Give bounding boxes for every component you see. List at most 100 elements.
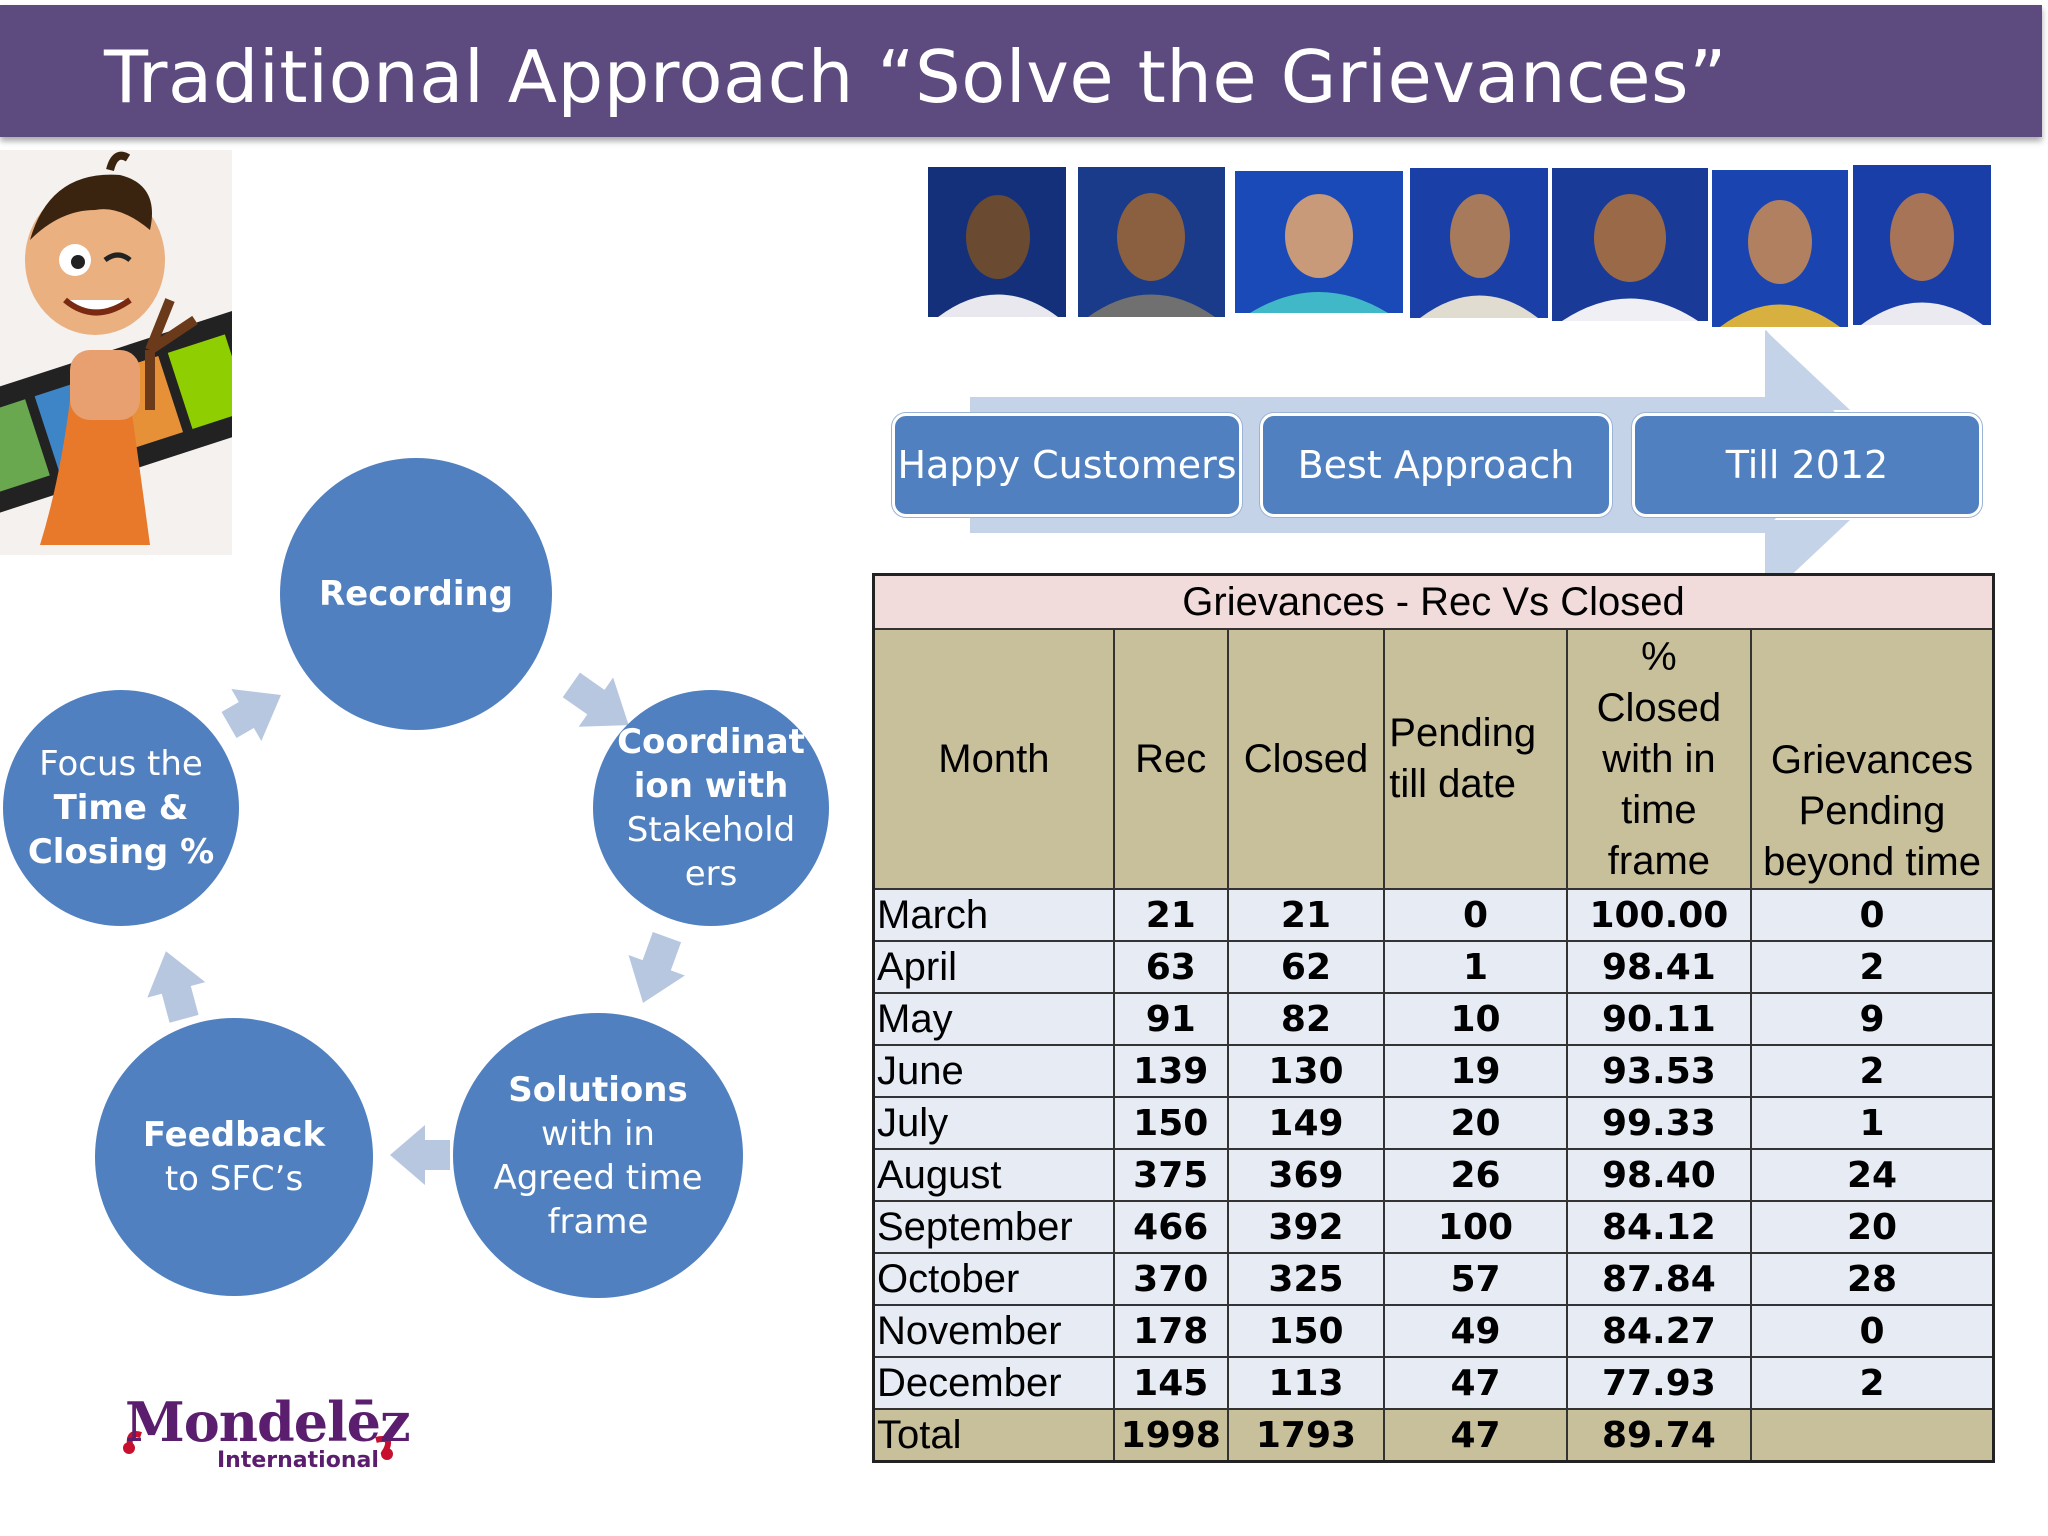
cell-closed: 82 bbox=[1226, 992, 1386, 1046]
cell-pending: 100 bbox=[1383, 1200, 1568, 1254]
team-photo-7 bbox=[1853, 165, 1991, 325]
cell-rec: 466 bbox=[1112, 1200, 1229, 1254]
cycle-step-coordination: Coordinat ion with Stakehold ers bbox=[593, 690, 829, 926]
cell-pct: 99.33 bbox=[1565, 1096, 1753, 1150]
table-row: November 178 150 49 84.27 0 bbox=[872, 1304, 1995, 1358]
cell-beyond: 0 bbox=[1750, 888, 1995, 942]
cell-pending: 19 bbox=[1383, 1044, 1568, 1098]
team-photo-4 bbox=[1410, 168, 1548, 318]
cell-beyond: 2 bbox=[1750, 1356, 1995, 1410]
cell-closed: 62 bbox=[1226, 940, 1386, 994]
total-beyond bbox=[1750, 1408, 1995, 1463]
cell-rec: 63 bbox=[1112, 940, 1229, 994]
process-step-till-2012: Till 2012 bbox=[1632, 413, 1982, 517]
cell-closed: 369 bbox=[1226, 1148, 1386, 1202]
table-caption-row: Grievances - Rec Vs Closed bbox=[872, 573, 1995, 630]
cycle-arrow-4 bbox=[390, 1125, 450, 1185]
mondelez-logo: Mondelēz International bbox=[123, 1390, 411, 1473]
cell-rec: 145 bbox=[1112, 1356, 1229, 1410]
cell-pending: 26 bbox=[1383, 1148, 1568, 1202]
process-step-best-approach: Best Approach bbox=[1260, 413, 1612, 517]
cell-beyond: 1 bbox=[1750, 1096, 1995, 1150]
cell-month: October bbox=[872, 1252, 1115, 1306]
total-month: Total bbox=[872, 1408, 1115, 1463]
cell-rec: 178 bbox=[1112, 1304, 1229, 1358]
team-photo-2 bbox=[1078, 167, 1225, 317]
logo-subtitle: International bbox=[217, 1448, 379, 1473]
cartoon-character-image: Chota bbox=[0, 150, 232, 555]
team-photo-6 bbox=[1712, 170, 1848, 327]
cell-pending: 10 bbox=[1383, 992, 1568, 1046]
cell-beyond: 9 bbox=[1750, 992, 1995, 1046]
cell-closed: 149 bbox=[1226, 1096, 1386, 1150]
team-photo-3 bbox=[1235, 171, 1403, 313]
cycle-step-focus: Focus the Time & Closing % bbox=[3, 690, 239, 926]
cell-pct: 87.84 bbox=[1565, 1252, 1753, 1306]
cell-pct: 98.41 bbox=[1565, 940, 1753, 994]
cell-month: December bbox=[872, 1356, 1115, 1410]
cell-pct: 90.11 bbox=[1565, 992, 1753, 1046]
total-pending: 47 bbox=[1383, 1408, 1568, 1463]
cell-pending: 20 bbox=[1383, 1096, 1568, 1150]
cell-pct: 98.40 bbox=[1565, 1148, 1753, 1202]
cell-beyond: 2 bbox=[1750, 1044, 1995, 1098]
cell-month: June bbox=[872, 1044, 1115, 1098]
team-photo-5 bbox=[1552, 168, 1708, 321]
cell-pending: 57 bbox=[1383, 1252, 1568, 1306]
cell-pending: 49 bbox=[1383, 1304, 1568, 1358]
cell-pct: 100.00 bbox=[1565, 888, 1753, 942]
table-row: August 375 369 26 98.40 24 bbox=[872, 1148, 1995, 1202]
header-pending: Pending till date bbox=[1383, 628, 1568, 890]
cell-rec: 375 bbox=[1112, 1148, 1229, 1202]
cell-month: March bbox=[872, 888, 1115, 942]
cycle-arrow-5 bbox=[147, 951, 206, 1023]
cycle-step-solutions: Solutions with in Agreed time frame bbox=[453, 1013, 743, 1298]
team-photo-1 bbox=[928, 167, 1066, 317]
table-total-row: Total 1998 1793 47 89.74 bbox=[872, 1408, 1995, 1463]
cell-pending: 0 bbox=[1383, 888, 1568, 942]
table-row: September 466 392 100 84.12 20 bbox=[872, 1200, 1995, 1254]
table-row: October 370 325 57 87.84 28 bbox=[872, 1252, 1995, 1306]
table-header-row: Month Rec Closed Pending till date % Clo… bbox=[872, 628, 1995, 890]
cell-month: May bbox=[872, 992, 1115, 1046]
total-rec: 1998 bbox=[1112, 1408, 1229, 1463]
header-month: Month bbox=[872, 628, 1115, 890]
table-row: June 139 130 19 93.53 2 bbox=[872, 1044, 1995, 1098]
cell-rec: 139 bbox=[1112, 1044, 1229, 1098]
cell-closed: 325 bbox=[1226, 1252, 1386, 1306]
table-row: July 150 149 20 99.33 1 bbox=[872, 1096, 1995, 1150]
cell-beyond: 24 bbox=[1750, 1148, 1995, 1202]
cell-month: July bbox=[872, 1096, 1115, 1150]
header-pct-closed: % Closed with in time frame bbox=[1565, 628, 1753, 890]
cell-beyond: 0 bbox=[1750, 1304, 1995, 1358]
cell-closed: 392 bbox=[1226, 1200, 1386, 1254]
process-step-happy-customers: Happy Customers bbox=[892, 413, 1242, 517]
logo-swoosh bbox=[123, 1431, 393, 1460]
grievances-table: Grievances - Rec Vs Closed Month Rec Clo… bbox=[872, 573, 1995, 1463]
cell-pct: 84.27 bbox=[1565, 1304, 1753, 1358]
cell-closed: 130 bbox=[1226, 1044, 1386, 1098]
cell-month: August bbox=[872, 1148, 1115, 1202]
cell-rec: 91 bbox=[1112, 992, 1229, 1046]
cell-pct: 77.93 bbox=[1565, 1356, 1753, 1410]
table-row: April 63 62 1 98.41 2 bbox=[872, 940, 1995, 994]
cell-closed: 21 bbox=[1226, 888, 1386, 942]
cell-pending: 47 bbox=[1383, 1356, 1568, 1410]
cycle-arrow-2 bbox=[562, 672, 629, 727]
cell-pct: 84.12 bbox=[1565, 1200, 1753, 1254]
cell-beyond: 20 bbox=[1750, 1200, 1995, 1254]
cycle-step-feedback: Feedback to SFC’s bbox=[95, 1018, 373, 1296]
cell-month: April bbox=[872, 940, 1115, 994]
cell-rec: 150 bbox=[1112, 1096, 1229, 1150]
total-closed: 1793 bbox=[1226, 1408, 1386, 1463]
cell-beyond: 28 bbox=[1750, 1252, 1995, 1306]
cell-pending: 1 bbox=[1383, 940, 1568, 994]
cell-closed: 113 bbox=[1226, 1356, 1386, 1410]
cycle-step-recording: Recording bbox=[280, 458, 552, 730]
cell-rec: 21 bbox=[1112, 888, 1229, 942]
cell-pct: 93.53 bbox=[1565, 1044, 1753, 1098]
cell-beyond: 2 bbox=[1750, 940, 1995, 994]
table-row: March 21 21 0 100.00 0 bbox=[872, 888, 1995, 942]
header-grievances-pending: Grievances Pending beyond time bbox=[1750, 628, 1995, 890]
table-caption: Grievances - Rec Vs Closed bbox=[872, 573, 1995, 630]
